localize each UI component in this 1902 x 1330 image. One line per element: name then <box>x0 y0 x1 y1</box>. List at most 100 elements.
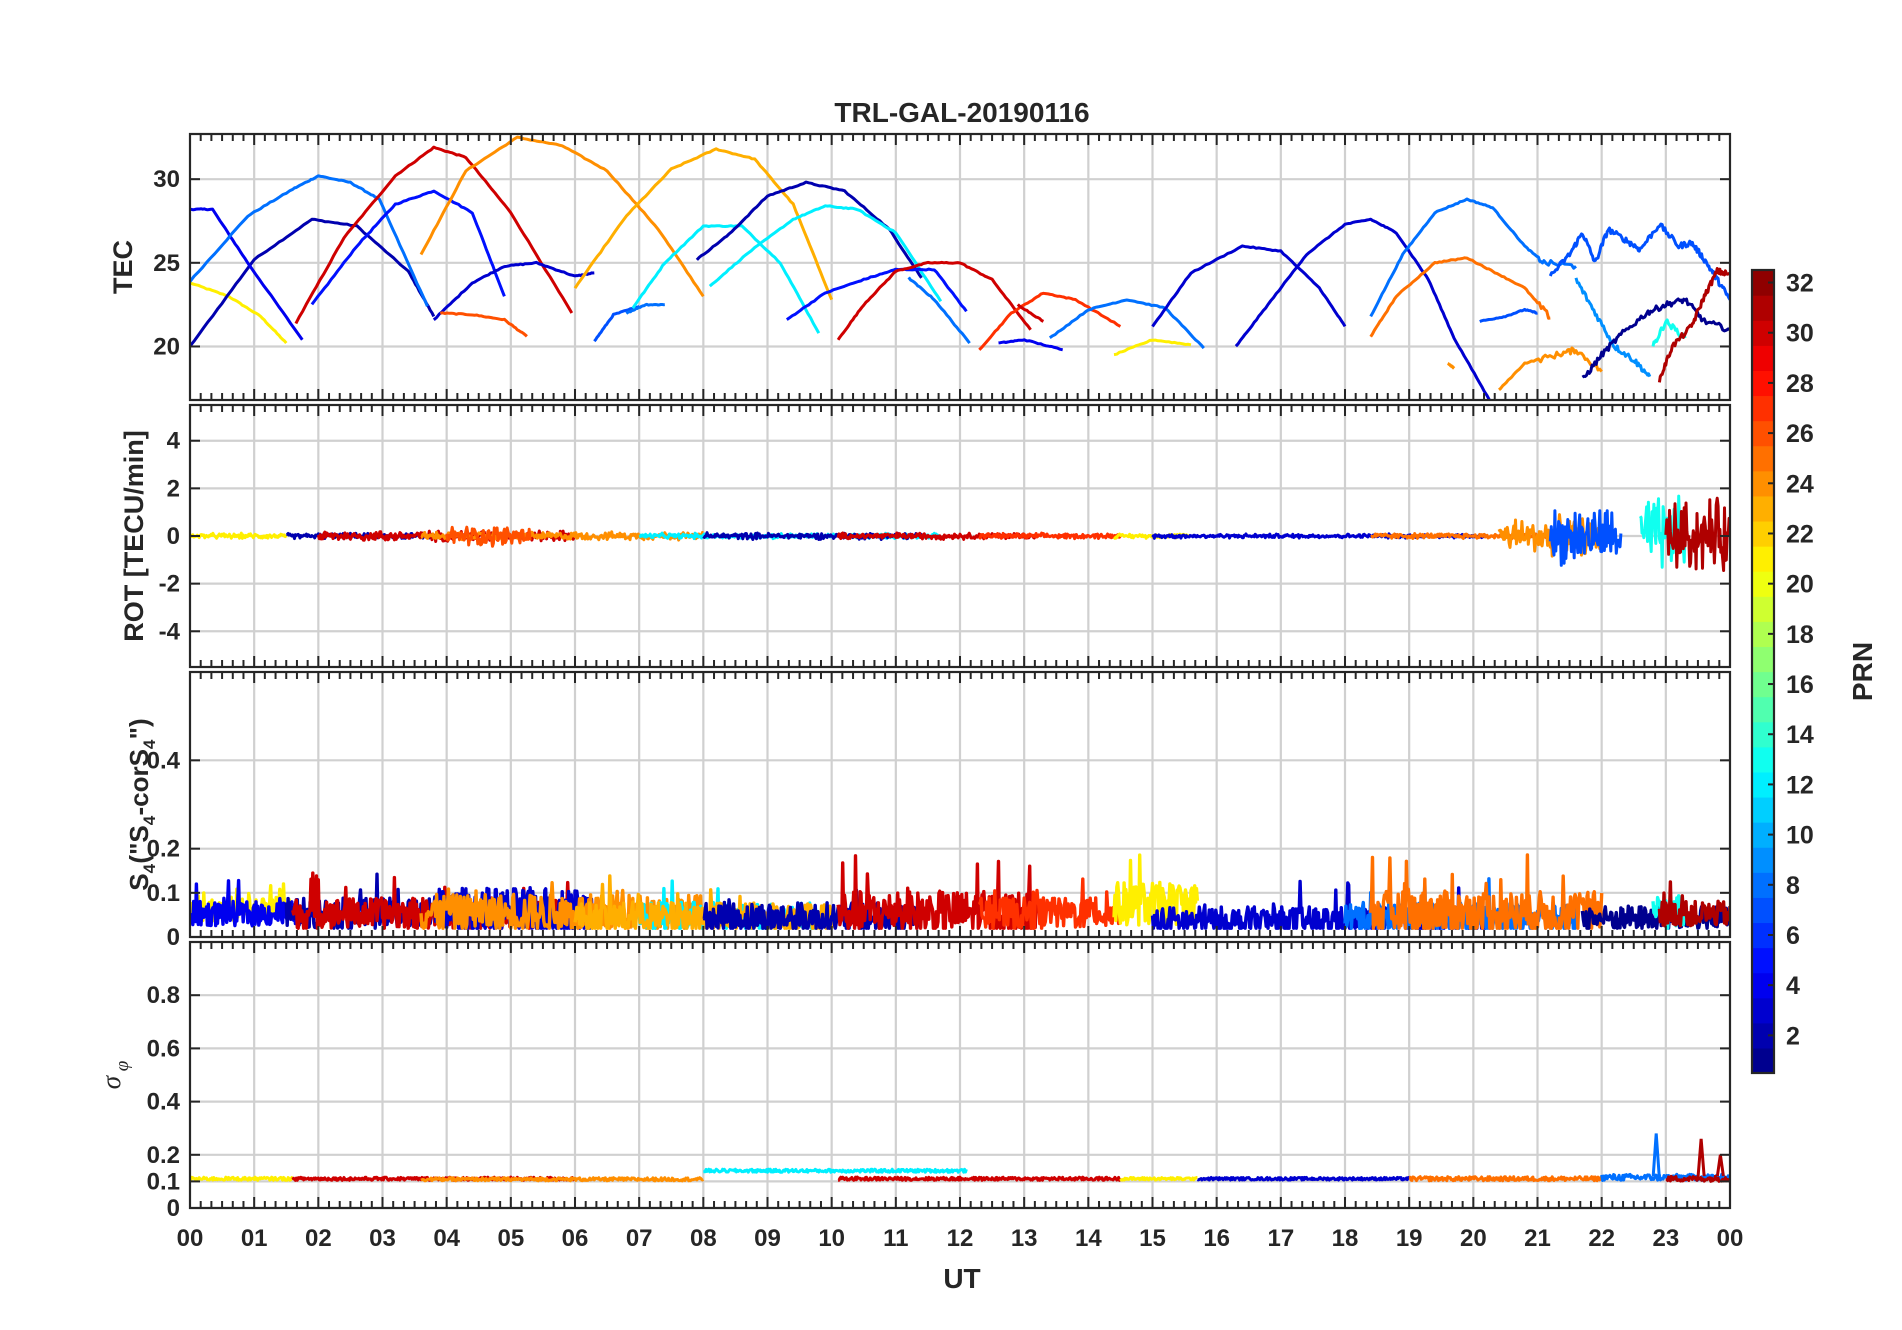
x-axis-label: UT <box>943 1263 980 1294</box>
colorbar-tick-label: 6 <box>1786 922 1800 950</box>
x-tick-label: 10 <box>818 1225 845 1252</box>
colorbar-band-prn-18 <box>1752 621 1774 647</box>
tec-series-prn-7 <box>1548 222 1730 301</box>
tec-series-prn-26 <box>439 311 528 338</box>
colorbar-band-prn-14 <box>1752 721 1774 748</box>
colorbar-band-prn-16 <box>1752 671 1774 698</box>
y-tick-label: 4 <box>167 428 181 455</box>
y-axis-label-tec: TEC <box>108 240 138 294</box>
chart-title: TRL-GAL-20190116 <box>834 97 1089 128</box>
colorbar-band-prn-13 <box>1752 746 1774 773</box>
sigma-spike-prn-8 <box>1651 1133 1661 1177</box>
s4-series-prn-2 <box>702 888 924 930</box>
tec-series-prn-13 <box>1651 318 1687 347</box>
colorbar-band-prn-3 <box>1752 997 1774 1024</box>
x-tick-label: 20 <box>1460 1225 1487 1252</box>
tec-series-prn-12 <box>631 224 821 334</box>
colorbar-band-prn-21 <box>1752 546 1774 572</box>
panel-rot-xticks <box>189 405 1731 667</box>
tec-series-prn-24 <box>1446 362 1456 370</box>
tec-series-prn-7 <box>1479 307 1539 323</box>
sigma-series-prn-30 <box>837 1175 1122 1182</box>
tec-series-prn-3 <box>432 260 595 321</box>
colorbar-tick-label: 14 <box>1786 721 1814 749</box>
colorbar-band-prn-29 <box>1752 345 1774 371</box>
tec-series-prn-8 <box>1048 298 1205 350</box>
y-tick-label: -4 <box>159 618 181 645</box>
tec-series-prn-5 <box>785 267 968 321</box>
y-tick-label: 30 <box>153 166 180 193</box>
colorbar-band-prn-20 <box>1752 571 1774 597</box>
s4-series-prn-25 <box>1369 853 1604 930</box>
colorbar-tick-label: 32 <box>1786 270 1814 298</box>
colorbar-tick-label: 10 <box>1786 822 1814 850</box>
panel-tec-grid <box>190 134 1730 400</box>
x-tick-label: 04 <box>433 1225 460 1252</box>
colorbar-label: PRN <box>1847 642 1878 701</box>
y-tick-label: 0.2 <box>147 1142 180 1169</box>
x-tick-label: 18 <box>1332 1225 1359 1252</box>
y-tick-label: 20 <box>153 333 180 360</box>
tec-series-prn-9 <box>1574 277 1652 378</box>
y-tick-label: 0.4 <box>147 1089 181 1116</box>
tec-series-prn-30 <box>294 145 574 325</box>
panel-sigma: 00.10.2 0.4 0.6 0.8 σ φ <box>96 940 1732 1222</box>
colorbar-tick-label: 24 <box>1786 470 1814 498</box>
y-tick-label: 0 <box>167 523 180 550</box>
s4-series-prn-31 <box>1657 880 1730 928</box>
colorbar-tick-label: 22 <box>1786 520 1814 548</box>
colorbar-tick-label: 30 <box>1786 320 1814 348</box>
panel-rot-series <box>190 494 1730 572</box>
colorbar-band-prn-17 <box>1752 646 1774 673</box>
rot-series-prn-31 <box>1664 496 1730 572</box>
panel-rot: -4 -2 0 2 4 ROT [TECU/min] <box>119 403 1732 669</box>
tec-series-prn-8 <box>907 276 971 345</box>
tec-series-prn-21 <box>1113 338 1192 357</box>
colorbar-band-prn-10 <box>1752 822 1774 848</box>
colorbar-band-prn-25 <box>1752 445 1774 472</box>
x-tick-label: 13 <box>1011 1225 1038 1252</box>
x-tick-label: 19 <box>1396 1225 1423 1252</box>
tec-series-prn-21 <box>190 281 288 345</box>
panel-sigma-xticks <box>189 942 1731 1209</box>
colorbar-band-prn-22 <box>1752 520 1774 547</box>
rot-series-prn-7 <box>1548 509 1623 567</box>
colorbar-band-prn-24 <box>1752 470 1774 497</box>
tec-series-prn-8 <box>1369 197 1577 318</box>
x-tick-label: 06 <box>562 1225 589 1252</box>
y-tick-label: 0.2 <box>147 836 180 863</box>
y-tick-label: 0.4 <box>147 747 181 774</box>
x-tick-label: 23 <box>1652 1225 1679 1252</box>
x-tick-label: 03 <box>369 1225 396 1252</box>
x-tick-label: 00 <box>177 1225 204 1252</box>
colorbar-band-prn-8 <box>1752 872 1774 898</box>
sigma-series-prn-21 <box>190 1175 294 1182</box>
colorbar-tick-label: 2 <box>1786 1022 1800 1050</box>
x-tick-label: 08 <box>690 1225 717 1252</box>
y-tick-label: 0 <box>167 1195 180 1222</box>
panel-tec-series <box>190 135 1730 400</box>
y-tick-label: 0.1 <box>147 880 180 907</box>
y-tick-label: 0 <box>167 924 180 951</box>
panel-s4-xticks <box>189 672 1731 938</box>
x-tick-label: 22 <box>1588 1225 1615 1252</box>
tec-series-prn-2 <box>190 217 436 348</box>
s4-series-prn-27 <box>977 877 1122 930</box>
colorbar-band-prn-15 <box>1752 696 1774 723</box>
x-tick-label: 09 <box>754 1225 781 1252</box>
colorbar-band-prn-5 <box>1752 947 1774 974</box>
tec-series-prn-23 <box>573 147 834 301</box>
sigma-series-prn-25 <box>1408 1175 1604 1183</box>
colorbar-band-prn-4 <box>1752 972 1774 999</box>
rot-series-prn-26 <box>445 525 532 548</box>
colorbar-tick-label: 20 <box>1786 571 1814 599</box>
colorbar-tick-label: 26 <box>1786 420 1814 448</box>
panel-tec: 20 25 30 TEC <box>108 132 1732 402</box>
panel-sigma-grid <box>190 942 1730 1210</box>
colorbar-tick-label: 16 <box>1786 671 1814 699</box>
colorbar-tick-label: 12 <box>1786 771 1814 799</box>
tec-series-prn-12 <box>708 204 943 303</box>
